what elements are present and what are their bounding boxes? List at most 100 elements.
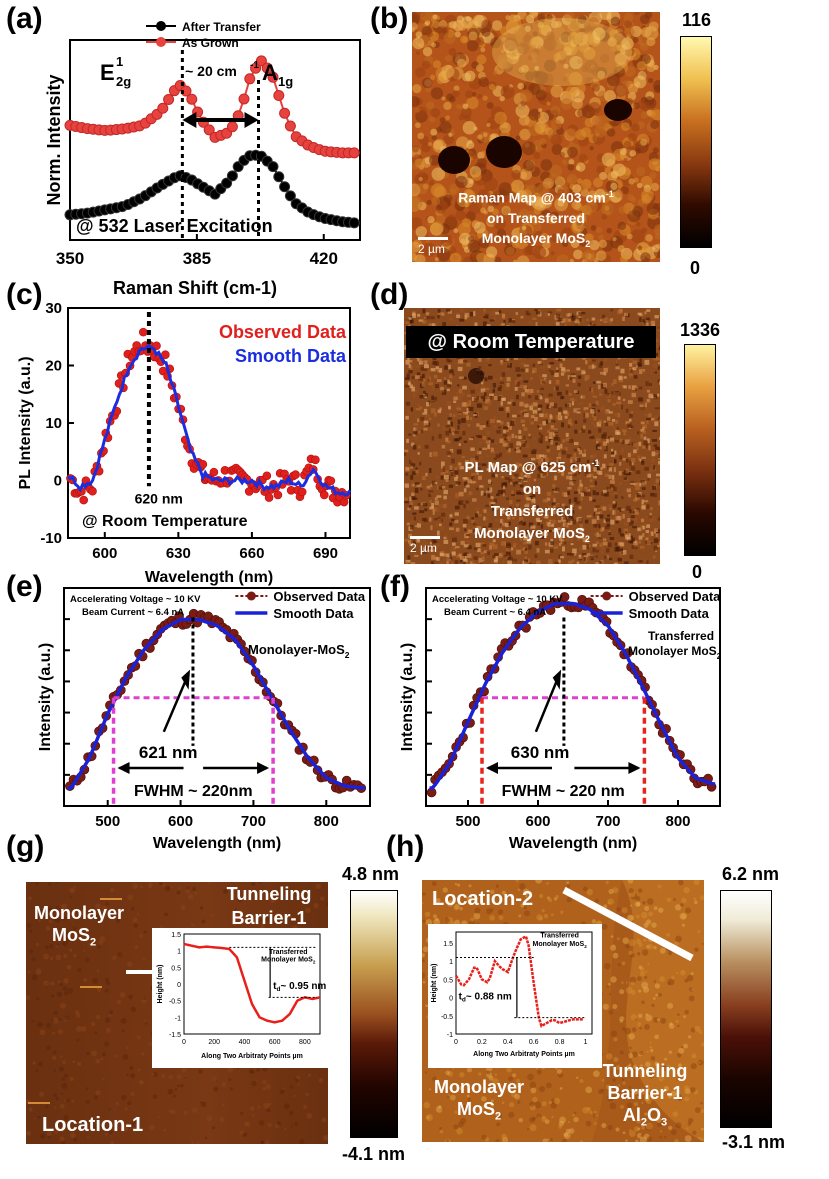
map-grain <box>482 1105 486 1109</box>
map-grain <box>415 471 419 476</box>
map-grain <box>592 1070 600 1078</box>
map-grain <box>524 408 528 412</box>
map-grain <box>564 128 577 140</box>
map-grain <box>605 1084 611 1090</box>
map-grain <box>688 987 694 992</box>
map-grain <box>507 557 511 561</box>
map-grain <box>633 1126 640 1132</box>
map-grain <box>449 465 453 470</box>
map-grain <box>525 895 528 898</box>
map-grain <box>518 208 530 220</box>
map-grain <box>484 522 490 526</box>
map-grain <box>611 440 614 444</box>
map-grain <box>444 474 449 480</box>
map-grain <box>170 886 174 889</box>
map-grain <box>529 1104 536 1111</box>
map-grain <box>484 313 489 319</box>
map-grain <box>694 1107 701 1113</box>
map-grain <box>485 504 490 507</box>
inset-y-tick: -0.5 <box>441 1014 453 1021</box>
map-grain <box>404 345 407 350</box>
map-grain <box>95 1058 101 1064</box>
map-grain <box>456 407 462 411</box>
map-grain <box>38 919 41 922</box>
map-grain <box>61 903 67 910</box>
map-grain <box>553 897 558 901</box>
map-grain <box>88 942 91 946</box>
map-grain <box>427 215 435 224</box>
map-grain <box>55 905 59 910</box>
map-grain <box>52 1055 57 1060</box>
map-grain <box>425 1114 433 1121</box>
map-grain <box>620 368 625 374</box>
map-grain <box>630 482 635 485</box>
map-grain <box>555 487 560 492</box>
map-grain <box>430 221 444 235</box>
map-grain <box>507 515 511 520</box>
map-grain <box>88 914 92 917</box>
arrow-head <box>257 762 270 774</box>
map-grain <box>579 1079 584 1083</box>
map-grain <box>570 543 574 546</box>
map-grain <box>628 1063 632 1067</box>
map-grain <box>462 103 469 110</box>
data-point <box>79 495 88 505</box>
map-grain <box>553 534 558 540</box>
map-grain <box>674 904 682 911</box>
map-grain <box>412 512 417 515</box>
map-grain <box>537 519 542 523</box>
map-grain <box>415 122 421 129</box>
map-grain <box>301 890 305 894</box>
map-grain <box>624 20 633 29</box>
map-grain <box>577 14 587 24</box>
map-grain <box>71 1100 75 1103</box>
map-grain <box>629 362 633 367</box>
data-point <box>273 171 285 183</box>
map-grain <box>494 1073 498 1076</box>
map-grain <box>437 504 443 508</box>
map-grain <box>535 880 542 884</box>
map-grain <box>132 883 139 889</box>
map-grain <box>583 466 586 470</box>
map-grain <box>482 436 487 440</box>
map-grain <box>642 482 647 486</box>
map-grain <box>65 935 72 942</box>
map-grain <box>645 444 648 449</box>
map-grain <box>638 942 643 947</box>
map-grain <box>500 397 505 401</box>
map-grain <box>492 383 497 388</box>
map-grain <box>627 452 631 458</box>
map-grain <box>219 1116 225 1123</box>
map-grain <box>456 312 460 315</box>
map-grain <box>483 309 486 312</box>
map-grain <box>283 1103 290 1110</box>
map-grain <box>583 464 589 467</box>
map-grain <box>630 461 634 464</box>
map-grain <box>410 407 414 412</box>
map-grain <box>65 931 71 938</box>
map-grain <box>532 363 536 367</box>
map-grain <box>700 1137 704 1142</box>
map-grain <box>187 894 194 900</box>
map-grain <box>414 254 426 262</box>
map-grain <box>419 406 423 409</box>
map-grain <box>419 408 423 412</box>
map-grain <box>133 923 138 928</box>
map-grain <box>668 1050 673 1054</box>
map-grain <box>206 1116 213 1122</box>
map-grain <box>646 504 650 509</box>
map-grain <box>61 1130 65 1133</box>
map-grain <box>458 436 462 440</box>
info-voltage: Accelerating Voltage ~ 10 KV <box>432 594 563 605</box>
map-grain <box>425 314 431 320</box>
map-grain <box>430 316 435 320</box>
map-grain <box>540 387 545 391</box>
map-grain <box>477 475 482 480</box>
map-grain <box>505 367 510 371</box>
raman-cbar-min: 0 <box>690 258 701 278</box>
map-grain <box>520 410 526 413</box>
map-grain <box>435 366 439 370</box>
map-grain <box>57 1121 61 1125</box>
map-grain <box>601 527 605 531</box>
map-grain <box>608 467 613 472</box>
